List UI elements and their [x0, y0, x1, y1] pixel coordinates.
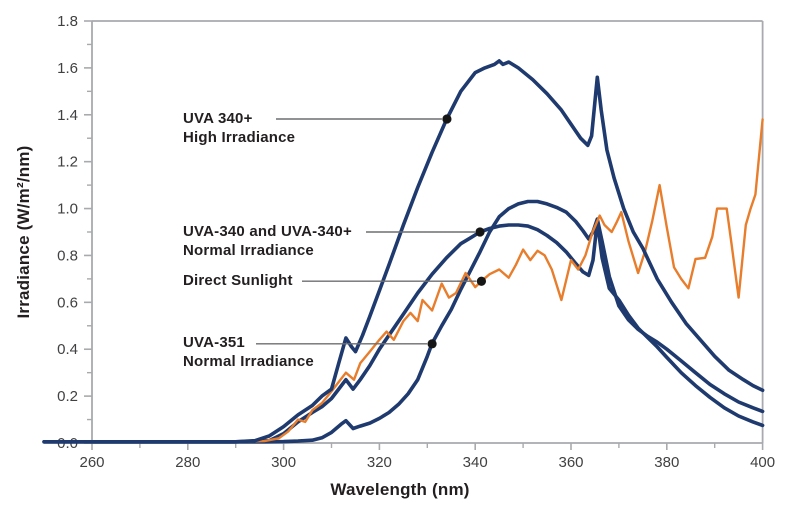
- callout-dot: [476, 276, 487, 286]
- annotation-line-1: UVA-340 and UVA-340+: [183, 223, 352, 240]
- y-tick-label: 0.4: [57, 341, 78, 358]
- annotation-line-1: Direct Sunlight: [183, 272, 293, 289]
- x-tick-label: 300: [271, 454, 296, 471]
- y-tick-label: 0.2: [57, 388, 78, 405]
- annotation-direct-sunlight: Direct Sunlight: [183, 271, 293, 290]
- series-direct-sunlight: [42, 118, 764, 443]
- y-tick-label: 1.4: [57, 107, 78, 124]
- x-tick-label: 360: [558, 454, 583, 471]
- y-tick-label: 1.8: [57, 13, 78, 30]
- y-tick-label: 0.8: [57, 247, 78, 264]
- annotation-uva340plus-high: UVA 340+ High Irradiance: [183, 109, 295, 147]
- annotation-line-2: Normal Irradiance: [183, 353, 314, 370]
- series-uva-340-and-uva-340-normal-irradiance: [42, 219, 765, 444]
- x-tick-label: 320: [367, 454, 392, 471]
- annotation-uva340-normal: UVA-340 and UVA-340+ Normal Irradiance: [183, 222, 352, 260]
- x-tick-label: 280: [175, 454, 200, 471]
- annotation-line-1: UVA-351: [183, 334, 245, 351]
- y-tick-label: 1.0: [57, 201, 78, 218]
- callout-dot: [475, 227, 485, 237]
- annotation-line-2: High Irradiance: [183, 129, 296, 146]
- series-uva-351-normal-irradiance: [42, 199, 765, 444]
- y-tick-label: 1.2: [57, 154, 78, 171]
- y-tick-label: 0.6: [57, 294, 78, 311]
- x-tick-label: 340: [463, 454, 488, 471]
- y-tick-label: 1.6: [57, 60, 78, 77]
- callout-dot: [442, 114, 452, 124]
- x-tick-label: 260: [79, 454, 104, 471]
- annotation-line-1: UVA 340+: [183, 110, 253, 127]
- x-tick-label: 380: [654, 454, 679, 471]
- callout-dot: [427, 339, 437, 349]
- y-axis-title: Irradiance (W/m²/nm): [14, 145, 33, 319]
- annotation-uva351-normal: UVA-351 Normal Irradiance: [183, 333, 314, 371]
- x-tick-label: 400: [750, 454, 775, 471]
- series-uva-340-high-irradiance: [42, 59, 765, 444]
- annotation-line-2: Normal Irradiance: [183, 242, 314, 259]
- x-axis-title: Wavelength (nm): [330, 480, 470, 499]
